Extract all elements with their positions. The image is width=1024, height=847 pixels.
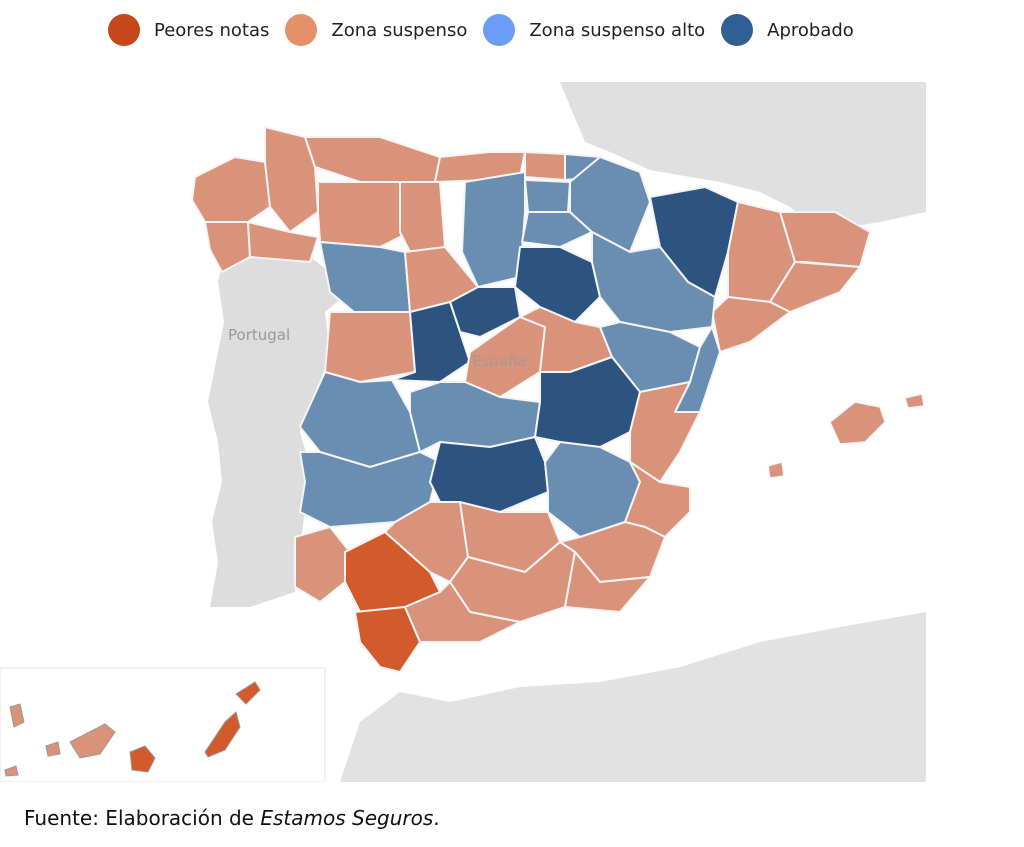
legend-swatch-suspenso-alto — [483, 14, 516, 46]
island-fuerteventura — [204, 711, 241, 758]
region-ourense — [247, 221, 319, 263]
source-name: Estamos Seguros — [260, 806, 434, 830]
region-soria — [514, 246, 601, 323]
canary-inset — [0, 667, 326, 782]
island-tenerife — [69, 723, 116, 759]
legend-swatch-aprobado — [721, 14, 754, 46]
france-land — [560, 82, 926, 232]
legend-item-peores: Peores notas — [108, 14, 269, 46]
legend-swatch-suspenso — [285, 14, 318, 46]
region-bizkaia — [524, 151, 566, 181]
source-suffix: . — [433, 806, 440, 830]
region-palencia — [399, 181, 446, 253]
label-portugal: Portugal — [228, 326, 290, 344]
region-pontevedra — [204, 221, 251, 273]
baleares — [767, 393, 925, 479]
legend: Peores notas Zona suspenso Zona suspenso… — [108, 14, 870, 46]
island-menorca — [904, 393, 925, 409]
legend-item-aprobado: Aprobado — [721, 14, 854, 46]
legend-label-suspenso: Zona suspenso — [331, 19, 468, 41]
region-malaga — [404, 581, 521, 643]
legend-item-suspenso-alto: Zona suspenso alto — [483, 14, 705, 46]
portugal-land — [208, 247, 355, 607]
region-avila — [391, 301, 471, 383]
region-leon — [317, 181, 411, 248]
island-ibiza — [767, 461, 785, 479]
island-la-palma — [9, 703, 25, 728]
source-prefix: Fuente: Elaboración de — [24, 806, 261, 830]
spain-provinces — [191, 126, 871, 673]
region-barcelona — [769, 261, 861, 313]
region-navarra — [569, 156, 651, 253]
legend-item-suspenso: Zona suspenso — [285, 14, 467, 46]
legend-label-suspenso-alto: Zona suspenso alto — [529, 19, 706, 41]
region-la-rioja — [521, 211, 593, 248]
label-espana: España — [472, 352, 527, 370]
island-el-hierro — [4, 765, 19, 777]
island-gran-canaria — [129, 745, 156, 773]
spain-map: Portugal España — [0, 82, 926, 782]
legend-swatch-peores — [108, 14, 140, 46]
legend-label-peores: Peores notas — [154, 19, 270, 41]
region-alava — [524, 179, 571, 213]
canary-inset-frame — [0, 667, 326, 782]
region-cuenca — [534, 356, 641, 448]
africa-land — [340, 612, 926, 782]
source-note: Fuente: Elaboración de Estamos Seguros. — [24, 806, 440, 830]
region-almeria — [564, 551, 651, 613]
region-salamanca — [324, 311, 416, 383]
region-a-coruna — [191, 156, 271, 223]
legend-label-aprobado: Aprobado — [767, 19, 854, 41]
island-mallorca — [829, 401, 886, 445]
region-valencia — [629, 381, 701, 483]
island-la-gomera — [45, 741, 61, 757]
island-lanzarote — [235, 681, 261, 705]
region-burgos — [461, 171, 526, 288]
